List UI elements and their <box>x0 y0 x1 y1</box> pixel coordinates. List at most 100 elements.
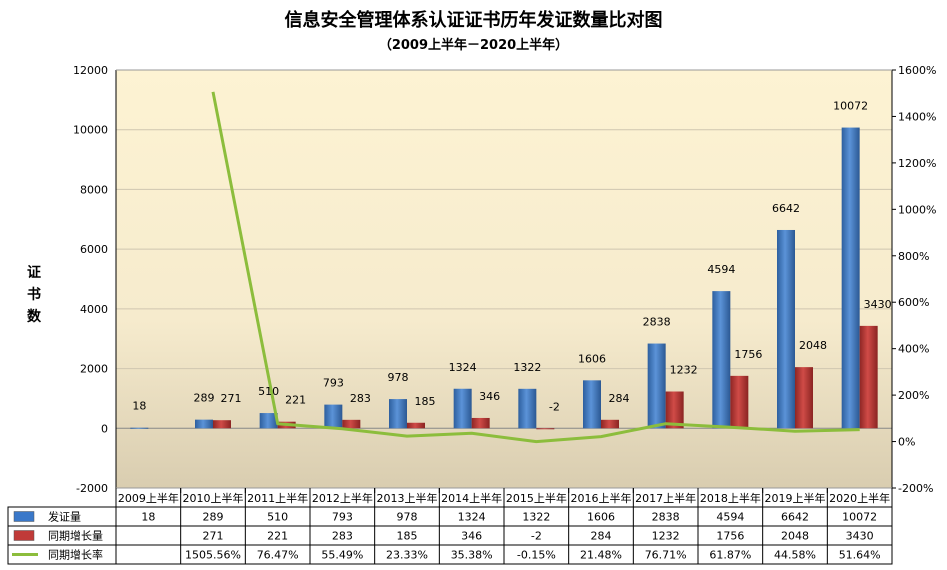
table-cell: 76.71% <box>645 549 687 562</box>
legend-swatch <box>13 511 35 522</box>
table-cell: 510 <box>267 511 288 524</box>
data-label-growth: 185 <box>415 395 436 408</box>
table-cell: 283 <box>332 530 353 543</box>
bar-growth <box>859 325 878 429</box>
data-label-growth: 221 <box>285 394 306 407</box>
table-cell: 346 <box>461 530 482 543</box>
table-cell: 1606 <box>587 511 615 524</box>
y2-tick-label: 200% <box>898 389 929 402</box>
y-tick-label: 0 <box>101 422 108 435</box>
bar-growth <box>407 422 425 429</box>
table-cell: 221 <box>267 530 288 543</box>
table-cell: 6642 <box>781 511 809 524</box>
y2-tick-label: 800% <box>898 250 929 263</box>
legend-label: 发证量 <box>48 510 81 524</box>
x-tick-label: 2014上半年 <box>441 491 502 505</box>
data-label-growth: 284 <box>609 392 630 405</box>
data-label-issued: 978 <box>388 371 409 384</box>
table-cell: 18 <box>141 511 155 524</box>
table-cell: 55.49% <box>321 549 363 562</box>
bar-issued <box>647 343 666 429</box>
data-label-issued: 10072 <box>833 100 868 113</box>
table-cell: 284 <box>591 530 612 543</box>
bar-issued <box>583 380 601 429</box>
y-tick-label: -2000 <box>76 482 108 495</box>
bar-growth <box>730 375 749 429</box>
x-tick-label: 2013上半年 <box>377 491 438 505</box>
growth-rate-line <box>211 91 860 444</box>
table-cell: 76.47% <box>257 549 299 562</box>
x-tick-label: 2015上半年 <box>506 491 567 505</box>
legend-label: 同期增长率 <box>48 548 103 562</box>
y-tick-label: 10000 <box>73 124 108 137</box>
legend-label: 同期增长量 <box>48 529 103 543</box>
bar-growth <box>471 417 490 429</box>
data-label-growth: 1232 <box>670 364 698 377</box>
data-label-issued: 18 <box>132 400 146 413</box>
table-cell: 35.38% <box>451 549 493 562</box>
table-cell: -2 <box>531 530 542 543</box>
data-label-growth: 271 <box>221 392 242 405</box>
table-cell: 185 <box>397 530 418 543</box>
x-tick-label: 2010上半年 <box>183 491 244 505</box>
bar-growth <box>536 428 555 430</box>
x-tick-label: 2018上半年 <box>700 491 761 505</box>
data-label-growth: 3430 <box>864 298 892 311</box>
y2-tick-label: 1400% <box>898 110 936 123</box>
bar-growth <box>213 420 231 429</box>
data-label-growth: 283 <box>350 392 371 405</box>
bar-issued <box>841 127 860 429</box>
x-tick-label: 2019上半年 <box>765 491 826 505</box>
y2-tick-label: 400% <box>898 343 929 356</box>
table-cell: 3430 <box>846 530 874 543</box>
bar-issued <box>712 291 731 429</box>
bar-issued <box>130 427 149 429</box>
data-label-issued: 1324 <box>449 361 477 374</box>
y2-tick-label: 1000% <box>898 203 936 216</box>
y2-tick-label: -200% <box>898 482 933 495</box>
data-label-growth: 2048 <box>799 339 827 352</box>
table-cell: 23.33% <box>386 549 428 562</box>
table-cell: 1324 <box>458 511 486 524</box>
data-label-issued: 4594 <box>707 263 735 276</box>
bar-issued <box>389 399 407 429</box>
table-cell: 1232 <box>652 530 680 543</box>
x-tick-label: 2017上半年 <box>635 491 696 505</box>
bar-issued <box>453 388 472 429</box>
y-tick-label: 4000 <box>80 303 108 316</box>
data-label-issued: 289 <box>194 392 215 405</box>
table-cell: 289 <box>203 511 224 524</box>
bar-growth <box>601 419 619 429</box>
table-cell: 978 <box>397 511 418 524</box>
bar-issued <box>259 413 278 429</box>
table-cell: 271 <box>203 530 224 543</box>
x-tick-label: 2009上半年 <box>118 491 179 505</box>
data-label-issued: 6642 <box>772 202 800 215</box>
data-label-issued: 1322 <box>513 361 541 374</box>
table-cell: 44.58% <box>774 549 816 562</box>
data-label-issued: 1606 <box>578 352 606 365</box>
table-cell: 21.48% <box>580 549 622 562</box>
table-cell: 1756 <box>716 530 744 543</box>
y-tick-label: 8000 <box>80 183 108 196</box>
bar-issued <box>777 229 795 429</box>
table-cell: 51.64% <box>839 549 881 562</box>
plot-area <box>116 70 892 488</box>
x-tick-label: 2016上半年 <box>571 491 632 505</box>
table-cell: 793 <box>332 511 353 524</box>
bar-issued <box>324 404 343 429</box>
table-cell: 2048 <box>781 530 809 543</box>
x-tick-label: 2011上半年 <box>247 491 308 505</box>
chart-subtitle: （2009上半年－2020上半年） <box>378 38 569 53</box>
y-axis-label: 证书数 <box>27 265 41 325</box>
x-tick-label: 2020上半年 <box>829 491 890 505</box>
bar-growth <box>342 419 361 429</box>
data-label-issued: 2838 <box>643 316 671 329</box>
data-label-growth: 346 <box>479 390 500 403</box>
table-cell: -0.15% <box>517 549 556 562</box>
bar-growth <box>665 391 684 429</box>
table-cell: 1322 <box>522 511 550 524</box>
bar-issued <box>518 388 537 429</box>
table-cell: 1505.56% <box>185 549 241 562</box>
